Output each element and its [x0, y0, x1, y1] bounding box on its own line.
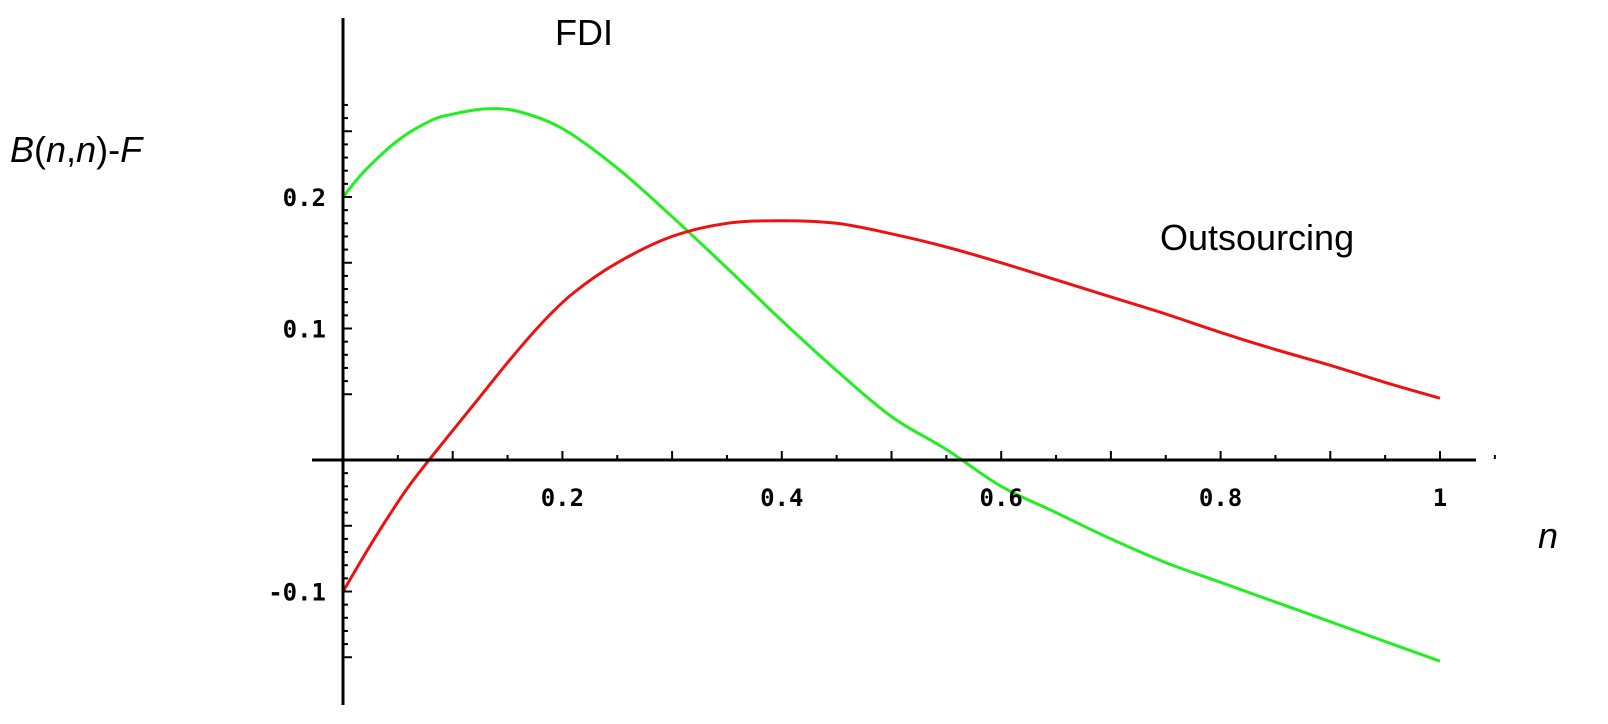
- y-axis-label-part: B: [10, 129, 34, 170]
- x-tick-label: 0.2: [541, 484, 584, 512]
- y-axis-label-part: F: [120, 129, 144, 170]
- tick-labels-group: 0.2 0.4 0.6 0.8 1 0.2 0.1 -0.1: [268, 184, 1447, 607]
- curves-group: [341, 107, 1441, 663]
- x-axis-label: n: [1538, 515, 1558, 556]
- y-axis-label: B(n,n)-F: [10, 129, 144, 170]
- axes-group: [312, 18, 1496, 705]
- series-line-fdi: [341, 107, 1441, 663]
- y-tick-label: 0.1: [283, 316, 326, 344]
- series-label-fdi: FDI: [555, 12, 613, 53]
- y-axis-label-part: (: [34, 129, 46, 170]
- y-axis-label-part: n: [46, 129, 66, 170]
- minor-ticks: [344, 103, 1496, 659]
- x-tick-label: 0.8: [1199, 484, 1242, 512]
- series-label-outsourcing: Outsourcing: [1160, 217, 1354, 258]
- series-line-outsourcing: [341, 219, 1441, 593]
- x-tick-label: 0.4: [760, 484, 803, 512]
- y-tick-label: 0.2: [283, 184, 326, 212]
- y-tick-label: -0.1: [268, 579, 326, 607]
- x-tick-label: 0.6: [980, 484, 1023, 512]
- y-axis-label-part: ,: [66, 129, 76, 170]
- y-axis-label-part: n: [76, 129, 96, 170]
- y-axis-label-part: )-: [96, 129, 120, 170]
- x-tick-label: 1: [1433, 484, 1447, 512]
